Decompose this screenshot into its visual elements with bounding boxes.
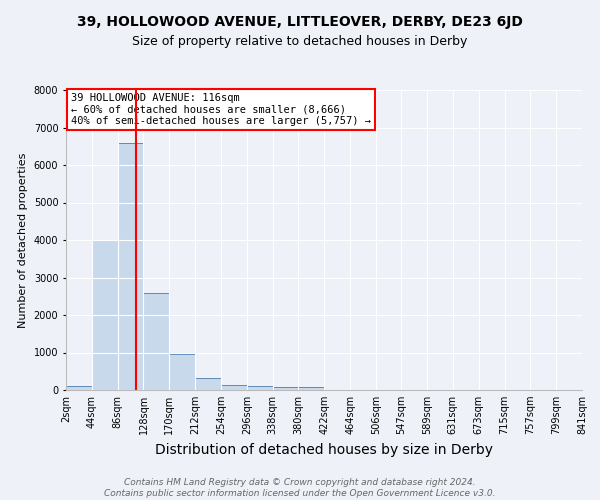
Bar	[272, 387, 298, 390]
Text: Contains HM Land Registry data © Crown copyright and database right 2024.
Contai: Contains HM Land Registry data © Crown c…	[104, 478, 496, 498]
Bar	[221, 385, 247, 390]
Bar	[298, 388, 325, 390]
Bar	[169, 354, 195, 390]
Bar	[118, 142, 143, 390]
Bar	[247, 386, 272, 390]
Bar	[66, 386, 92, 390]
Bar	[92, 240, 118, 390]
X-axis label: Distribution of detached houses by size in Derby: Distribution of detached houses by size …	[155, 442, 493, 456]
Text: 39 HOLLOWOOD AVENUE: 116sqm
← 60% of detached houses are smaller (8,666)
40% of : 39 HOLLOWOOD AVENUE: 116sqm ← 60% of det…	[71, 93, 371, 126]
Y-axis label: Number of detached properties: Number of detached properties	[18, 152, 28, 328]
Text: Size of property relative to detached houses in Derby: Size of property relative to detached ho…	[133, 35, 467, 48]
Bar	[143, 292, 169, 390]
Bar	[195, 378, 221, 390]
Text: 39, HOLLOWOOD AVENUE, LITTLEOVER, DERBY, DE23 6JD: 39, HOLLOWOOD AVENUE, LITTLEOVER, DERBY,…	[77, 15, 523, 29]
